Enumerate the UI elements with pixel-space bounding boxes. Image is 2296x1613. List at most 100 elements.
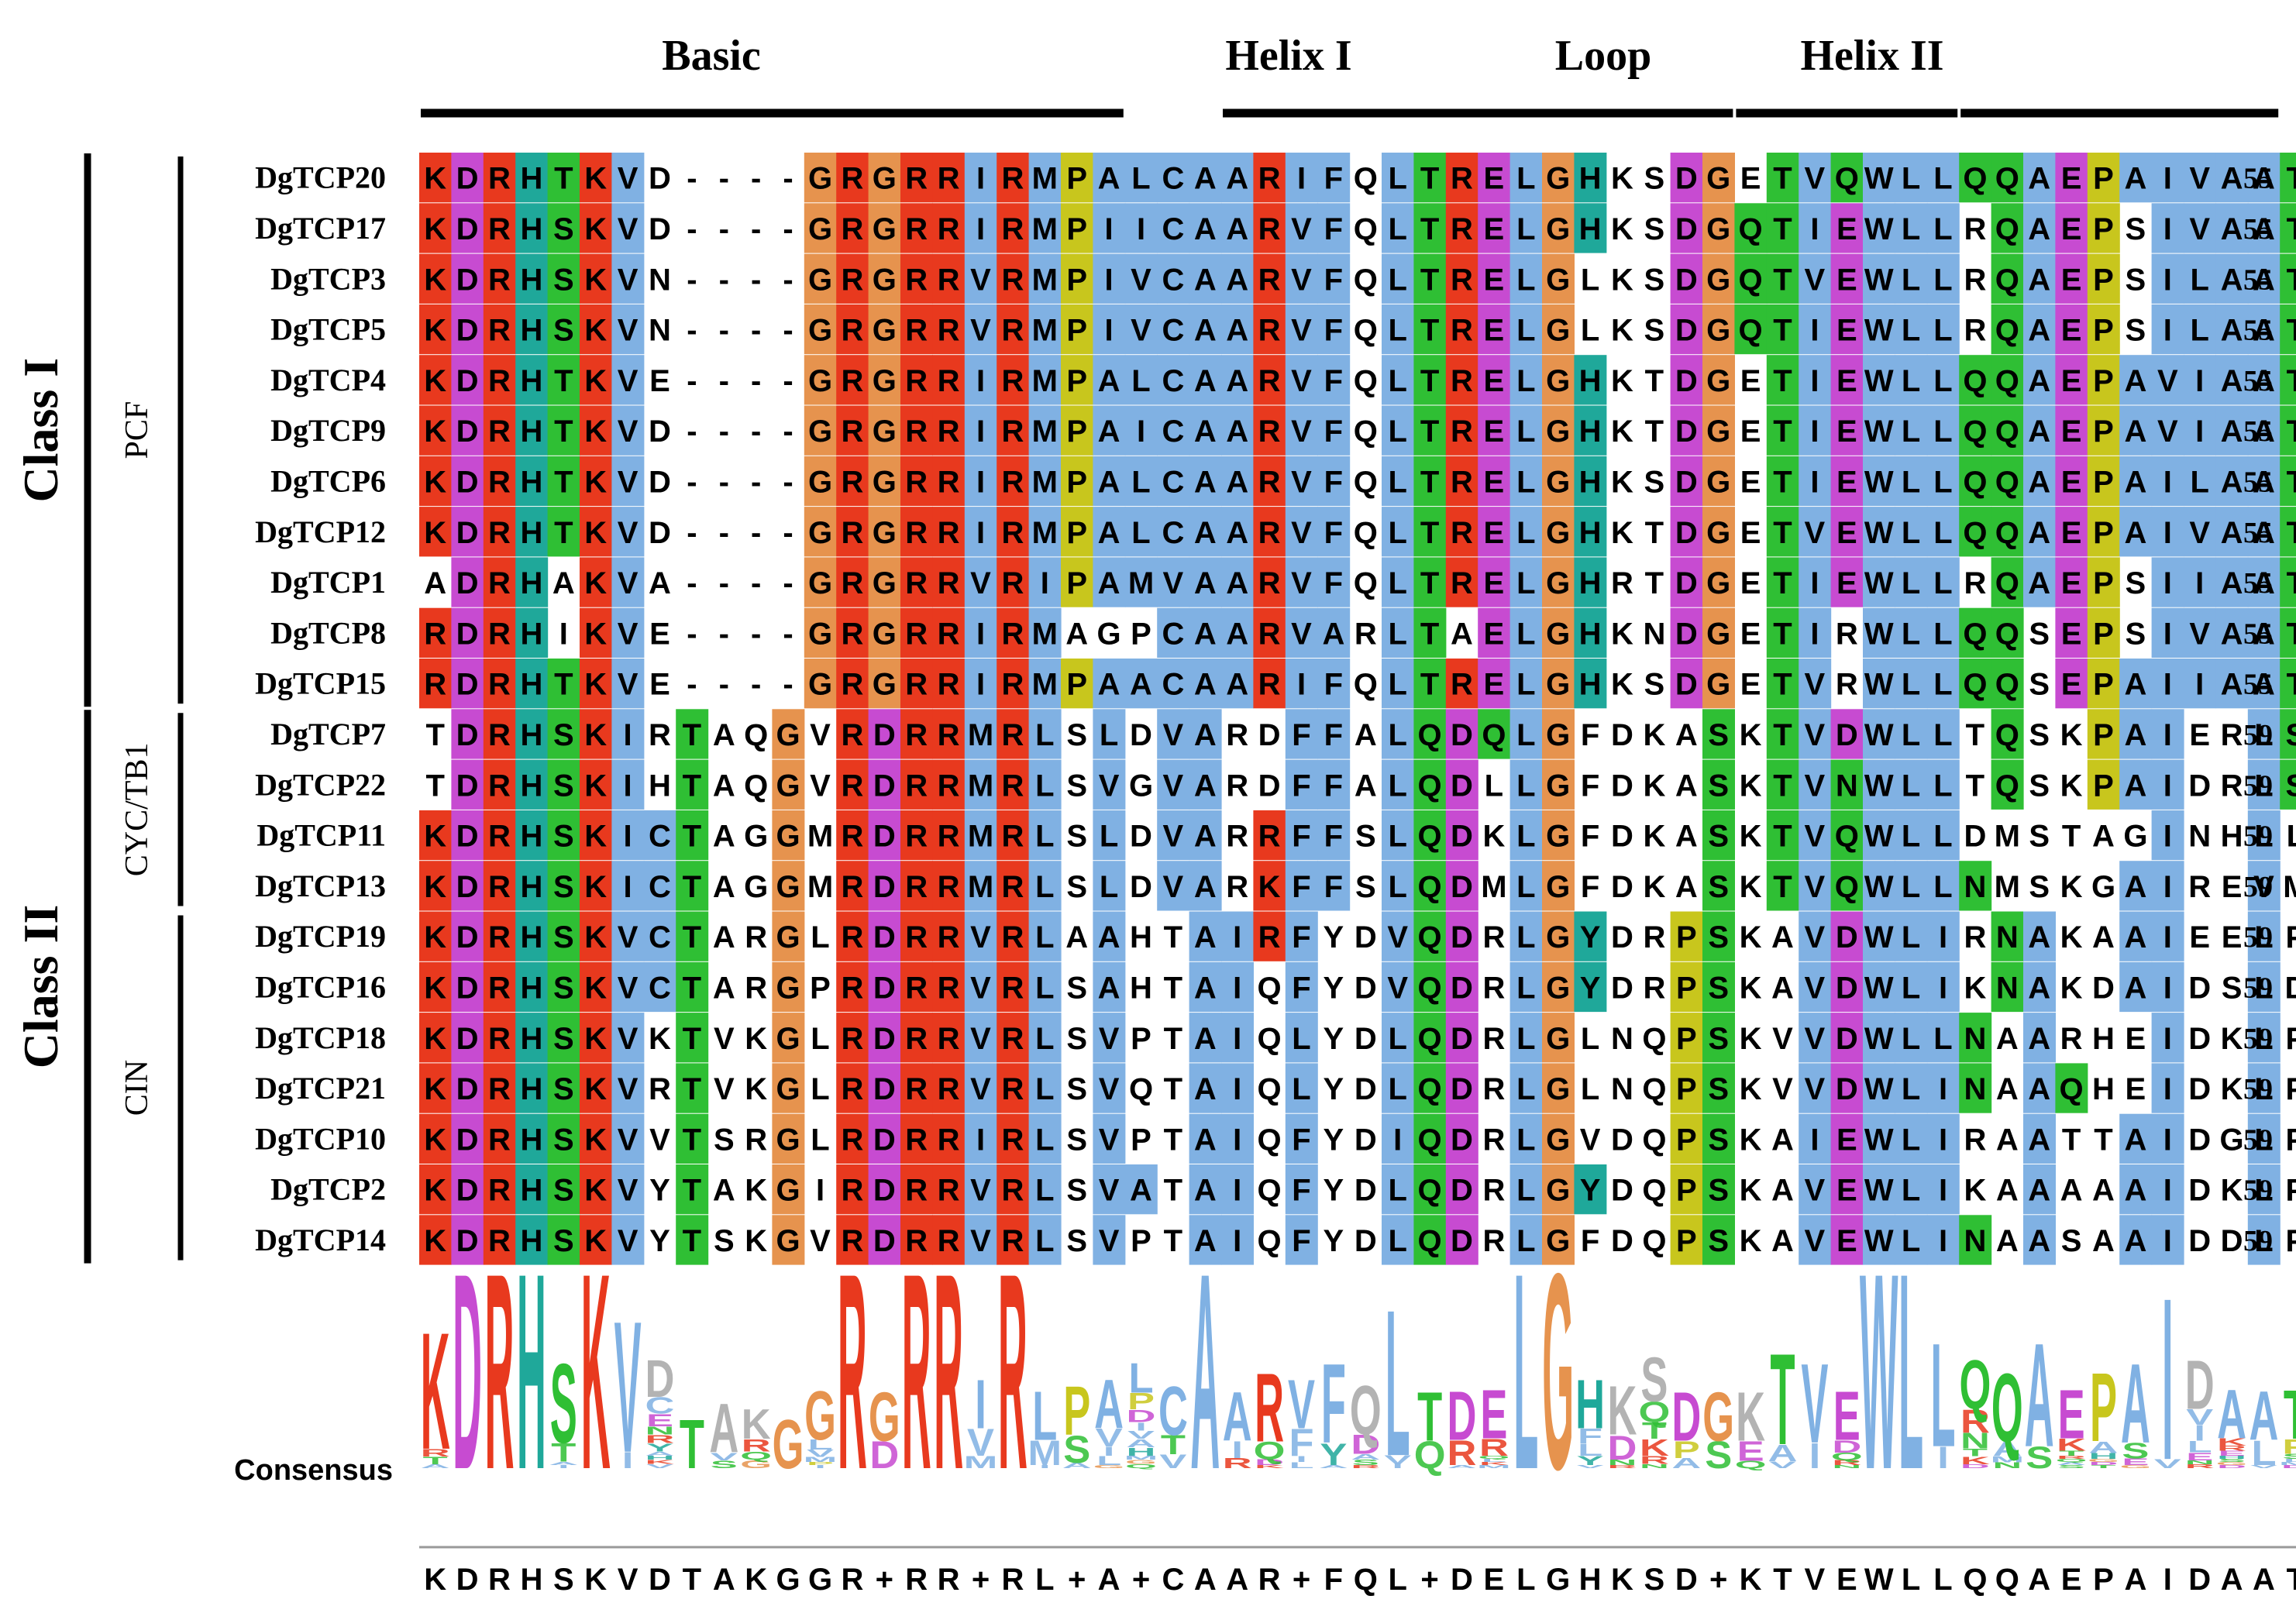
residue: V: [1291, 364, 1312, 398]
residue-highlight: [1926, 304, 1960, 355]
logo-letter: V: [1288, 1364, 1315, 1443]
residue: R: [1451, 465, 1473, 499]
residue: G: [808, 263, 832, 297]
residue-highlight: [1124, 355, 1158, 405]
sequence-length: 55: [2243, 163, 2273, 195]
residue: -: [783, 364, 793, 398]
residue: E: [1836, 516, 1857, 550]
residue: R: [905, 314, 928, 348]
residue: K: [424, 971, 446, 1005]
logo-letter: E: [2058, 1374, 2085, 1453]
residue-highlight: [1382, 405, 1414, 456]
logo-letter: E: [1480, 1374, 1507, 1453]
residue: R: [905, 162, 928, 196]
consensus-residue: F: [1324, 1563, 1343, 1597]
residue-highlight: [1478, 253, 1511, 304]
residue: I: [624, 769, 632, 803]
residue: I: [1105, 212, 1114, 246]
residue: T: [425, 769, 444, 803]
residue-highlight: [997, 253, 1030, 304]
residue: G: [1706, 162, 1730, 196]
residue-highlight: [997, 355, 1030, 405]
residue: N: [1836, 769, 1858, 803]
residue: Q: [1258, 1022, 1282, 1056]
residue: R: [1964, 263, 1986, 297]
residue: D: [1451, 920, 1473, 954]
residue: G: [873, 212, 897, 246]
residue: Q: [1642, 1224, 1666, 1258]
residue: R: [488, 920, 511, 954]
residue: S: [1644, 465, 1665, 499]
residue: Y: [1324, 920, 1344, 954]
residue: I: [2163, 1123, 2172, 1157]
residue-highlight: [1542, 153, 1575, 203]
residue: S: [1708, 1072, 1729, 1106]
consensus-residue: K: [745, 1563, 767, 1597]
residue: V: [2189, 516, 2210, 550]
residue: K: [584, 971, 607, 1005]
residue: T: [1773, 212, 1792, 246]
residue-highlight: [2087, 203, 2120, 253]
residue: G: [776, 971, 800, 1005]
consensus-residue: D: [1451, 1563, 1473, 1597]
residue: N: [1964, 870, 1986, 904]
residue: -: [783, 263, 793, 297]
residue: L: [1131, 465, 1150, 499]
residue: R: [488, 870, 511, 904]
residue: V: [2189, 617, 2210, 651]
logo-letter: A: [1223, 1377, 1252, 1455]
residue: E: [2061, 566, 2082, 600]
residue: T: [1645, 566, 1664, 600]
residue: C: [649, 870, 671, 904]
residue: S: [2029, 718, 2050, 752]
residue: D: [1451, 769, 1473, 803]
residue: R: [1226, 718, 1248, 752]
residue: V: [1805, 263, 1826, 297]
residue: Q: [1129, 1072, 1153, 1106]
residue: D: [873, 870, 896, 904]
residue: A: [2221, 364, 2243, 398]
residue: S: [1066, 1123, 1087, 1157]
residue: I: [2163, 1022, 2172, 1056]
residue-highlight: [451, 253, 484, 304]
residue-highlight: [1028, 153, 1062, 203]
residue: D: [456, 516, 479, 550]
residue: K: [1643, 870, 1665, 904]
residue: K: [649, 1022, 671, 1056]
residue: W: [1864, 870, 1894, 904]
consensus-residue: K: [424, 1563, 446, 1597]
residue: I: [2163, 314, 2172, 348]
residue: E: [1740, 364, 1761, 398]
residue: K: [1611, 162, 1633, 196]
residue: D: [1355, 920, 1377, 954]
residue: K: [424, 364, 446, 398]
residue: D: [2188, 971, 2211, 1005]
residue: I: [976, 364, 985, 398]
residue: I: [1137, 212, 1145, 246]
residue: H: [520, 314, 542, 348]
residue: R: [488, 820, 511, 854]
residue-highlight: [2215, 355, 2249, 405]
residue: L: [1933, 769, 1952, 803]
residue: I: [2163, 668, 2172, 702]
residue: V: [1805, 1072, 1826, 1106]
sequence-length: 55: [2243, 213, 2273, 246]
residue: K: [745, 1072, 767, 1106]
residue: G: [808, 465, 832, 499]
residue: A: [2124, 1224, 2146, 1258]
residue: R: [488, 971, 511, 1005]
residue: A: [1130, 1174, 1152, 1208]
residue: D: [649, 465, 671, 499]
residue-highlight: [1863, 355, 1895, 405]
residue: S: [2286, 769, 2296, 803]
residue-highlight: [1702, 253, 1735, 304]
logo-letter: H: [517, 1215, 546, 1528]
residue: D: [873, 1224, 896, 1258]
logo-column: SG: [1702, 1377, 1734, 1476]
residue: I: [976, 414, 985, 449]
logo-letter: G: [773, 1405, 804, 1483]
consensus-residue: V: [618, 1563, 639, 1597]
residue: P: [1676, 1224, 1697, 1258]
residue: H: [1579, 212, 1602, 246]
